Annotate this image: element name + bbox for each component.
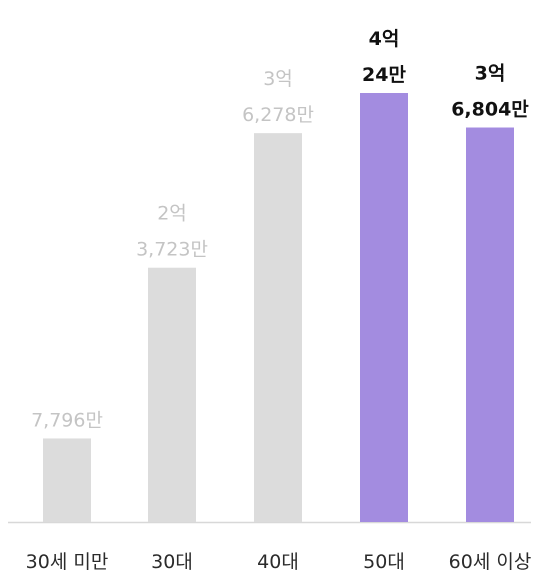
data-label-5-line-2: 6,804만 bbox=[451, 99, 529, 121]
data-label-2-line-2: 3,723만 bbox=[136, 239, 208, 261]
data-label-2-line-1: 2억 bbox=[157, 203, 187, 225]
bar-4 bbox=[360, 93, 408, 522]
category-label-4: 50대 bbox=[363, 551, 405, 573]
category-label-5: 60세 이상 bbox=[449, 551, 532, 573]
data-label-1-line-1: 7,796만 bbox=[31, 409, 103, 431]
bar-3 bbox=[254, 133, 302, 522]
data-label-5-line-1: 3억 bbox=[475, 63, 506, 85]
bar-2 bbox=[148, 267, 196, 522]
category-label-3: 40대 bbox=[257, 551, 299, 573]
data-label-3-line-2: 6,278만 bbox=[242, 104, 314, 126]
data-label-4-line-2: 24만 bbox=[362, 64, 406, 86]
bar-5 bbox=[466, 127, 514, 522]
data-label-4-line-1: 4억 bbox=[369, 28, 400, 50]
data-label-3-line-1: 3억 bbox=[263, 68, 293, 90]
bar-1 bbox=[43, 438, 91, 522]
category-label-1: 30세 미만 bbox=[26, 551, 109, 573]
category-label-2: 30대 bbox=[151, 551, 193, 573]
